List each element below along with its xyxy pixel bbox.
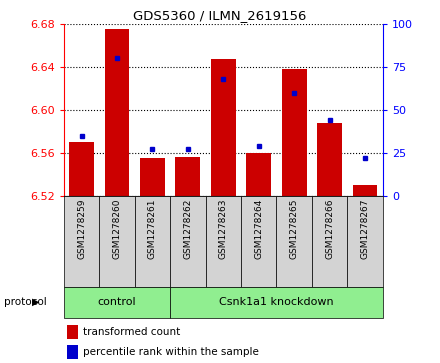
Bar — [140, 158, 165, 196]
Bar — [241, 196, 276, 287]
Bar — [347, 196, 383, 287]
Text: GSM1278267: GSM1278267 — [360, 199, 370, 259]
Text: GSM1278262: GSM1278262 — [183, 199, 192, 259]
Bar — [170, 196, 205, 287]
Bar — [67, 325, 78, 339]
Bar — [211, 59, 236, 196]
Text: GSM1278266: GSM1278266 — [325, 199, 334, 259]
Text: transformed count: transformed count — [83, 327, 180, 337]
Bar — [64, 196, 99, 287]
Bar — [99, 196, 135, 287]
Bar — [205, 196, 241, 287]
Bar — [312, 196, 347, 287]
Text: Csnk1a1 knockdown: Csnk1a1 knockdown — [219, 297, 334, 307]
Bar — [170, 287, 383, 318]
Bar — [67, 345, 78, 359]
Bar — [105, 29, 129, 196]
Text: ▶: ▶ — [32, 297, 40, 307]
Bar — [135, 196, 170, 287]
Bar — [282, 69, 307, 196]
Text: GSM1278263: GSM1278263 — [219, 199, 228, 259]
Text: protocol: protocol — [4, 297, 47, 307]
Bar — [64, 287, 170, 318]
Text: GSM1278264: GSM1278264 — [254, 199, 263, 259]
Text: GSM1278259: GSM1278259 — [77, 199, 86, 259]
Text: GSM1278265: GSM1278265 — [290, 199, 299, 259]
Text: GSM1278261: GSM1278261 — [148, 199, 157, 259]
Text: GDS5360 / ILMN_2619156: GDS5360 / ILMN_2619156 — [133, 9, 307, 22]
Bar — [353, 185, 378, 196]
Text: percentile rank within the sample: percentile rank within the sample — [83, 347, 259, 357]
Bar — [246, 153, 271, 196]
Bar — [317, 123, 342, 196]
Bar — [276, 196, 312, 287]
Bar — [176, 157, 200, 196]
Text: GSM1278260: GSM1278260 — [113, 199, 121, 259]
Bar — [69, 142, 94, 196]
Text: control: control — [98, 297, 136, 307]
